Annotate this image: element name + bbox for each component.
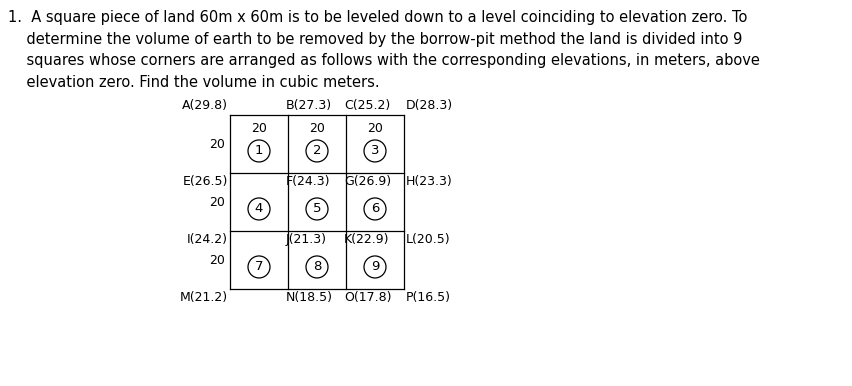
Text: 20: 20	[209, 195, 225, 208]
Text: M(21.2): M(21.2)	[180, 291, 228, 304]
Text: P(16.5): P(16.5)	[406, 291, 451, 304]
Text: 1.  A square piece of land 60m x 60m is to be leveled down to a level coinciding: 1. A square piece of land 60m x 60m is t…	[8, 10, 760, 90]
Text: O(17.8): O(17.8)	[344, 291, 392, 304]
Text: B(27.3): B(27.3)	[286, 99, 332, 112]
Text: C(25.2): C(25.2)	[344, 99, 390, 112]
Text: 5: 5	[313, 203, 321, 215]
Text: K(22.9): K(22.9)	[344, 233, 389, 246]
Text: 20: 20	[209, 254, 225, 266]
Text: A(29.8): A(29.8)	[182, 99, 228, 112]
Text: 7: 7	[255, 261, 263, 273]
Text: 20: 20	[309, 122, 325, 135]
Text: 4: 4	[255, 203, 263, 215]
Text: L(20.5): L(20.5)	[406, 233, 451, 246]
Text: 8: 8	[313, 261, 321, 273]
Text: 2: 2	[313, 144, 321, 157]
Text: 1: 1	[255, 144, 263, 157]
Text: 20: 20	[251, 122, 267, 135]
Text: J(21.3): J(21.3)	[286, 233, 327, 246]
Text: G(26.9): G(26.9)	[344, 175, 391, 188]
Text: E(26.5): E(26.5)	[182, 175, 228, 188]
Text: 6: 6	[371, 203, 379, 215]
Text: D(28.3): D(28.3)	[406, 99, 453, 112]
Text: I(24.2): I(24.2)	[187, 233, 228, 246]
Text: N(18.5): N(18.5)	[286, 291, 333, 304]
Text: 9: 9	[371, 261, 379, 273]
Text: 20: 20	[209, 137, 225, 151]
Text: 20: 20	[367, 122, 383, 135]
Text: H(23.3): H(23.3)	[406, 175, 452, 188]
Text: F(24.3): F(24.3)	[286, 175, 331, 188]
Text: 3: 3	[371, 144, 379, 157]
